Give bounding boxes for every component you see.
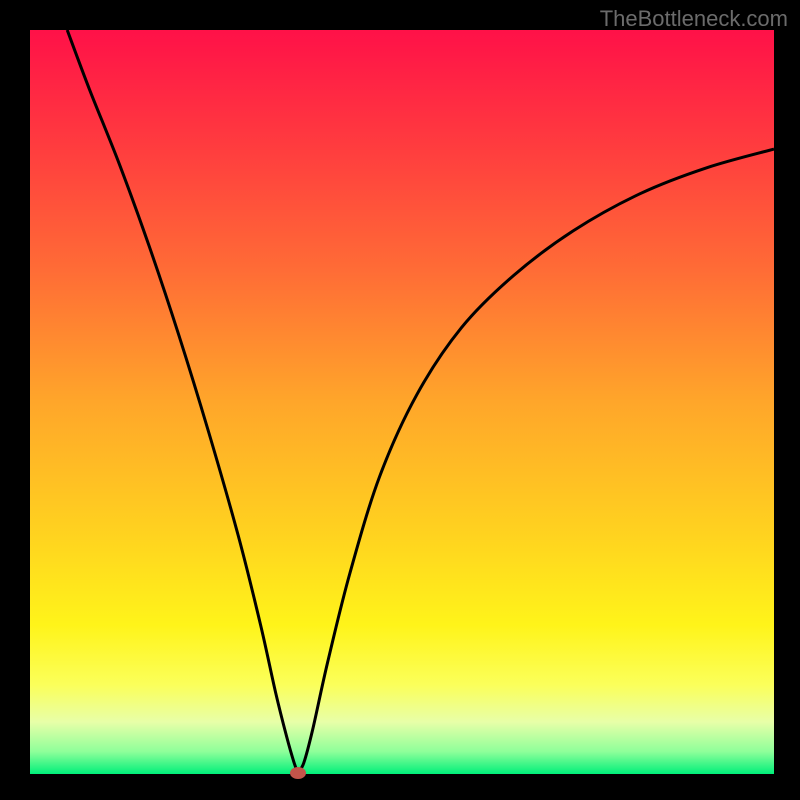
watermark-text: TheBottleneck.com — [600, 6, 788, 32]
curve-right-branch — [298, 149, 774, 772]
chart-plot-area — [30, 30, 774, 774]
minimum-marker — [290, 767, 306, 779]
curve-left-branch — [67, 30, 298, 773]
curve-svg — [30, 30, 774, 774]
